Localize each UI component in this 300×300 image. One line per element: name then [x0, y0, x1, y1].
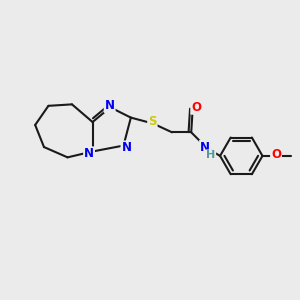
Text: O: O: [271, 148, 281, 161]
Text: N: N: [122, 141, 131, 154]
Text: N: N: [105, 99, 115, 112]
Text: H: H: [206, 150, 216, 160]
Text: O: O: [191, 101, 201, 114]
Text: N: N: [84, 147, 94, 160]
Text: N: N: [200, 141, 210, 154]
Text: S: S: [148, 115, 157, 128]
